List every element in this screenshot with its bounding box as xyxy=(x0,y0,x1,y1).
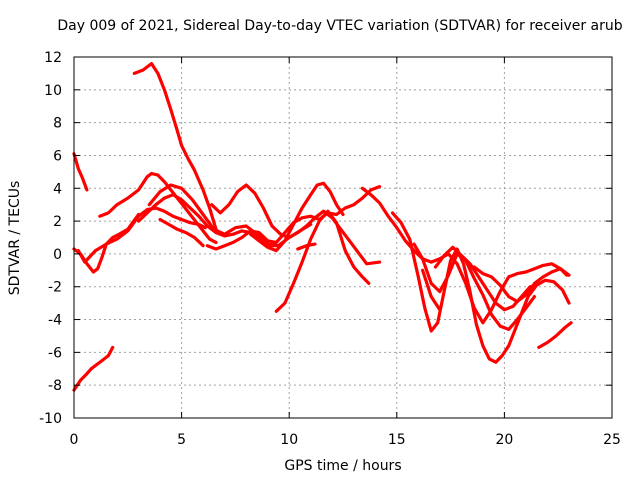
y-tick-label: -6 xyxy=(48,345,62,361)
series-line-s16 xyxy=(390,211,571,364)
y-tick-label: 0 xyxy=(53,247,62,263)
series-group xyxy=(72,61,573,392)
y-tick-label: 2 xyxy=(53,214,62,230)
x-axis-label: GPS time / hours xyxy=(284,458,401,474)
x-tick-label: 15 xyxy=(388,432,406,448)
x-tick-label: 10 xyxy=(280,432,298,448)
series-line-s4 xyxy=(76,206,207,264)
plot-frame xyxy=(73,56,613,419)
y-tick-label: -8 xyxy=(48,378,62,394)
series-line-s11 xyxy=(210,183,382,266)
series-line-s12 xyxy=(248,181,345,253)
y-tick-label: -4 xyxy=(48,313,62,329)
series-line-s6 xyxy=(132,61,218,231)
ticks: 0 5 10 15 20 25 -10 -8 -6 -4 -2 0 2 4 6 8 10 12 xyxy=(39,50,621,448)
y-tick-label: 4 xyxy=(53,181,62,197)
x-tick-label: 5 xyxy=(177,432,186,448)
series-line-s1 xyxy=(72,345,115,392)
series-line-s14 xyxy=(296,242,317,251)
series-line-s20 xyxy=(472,265,571,304)
series-line-s2 xyxy=(72,152,89,192)
series-line-s18 xyxy=(433,245,532,312)
y-tick-label: 8 xyxy=(53,116,62,132)
series-line-s21 xyxy=(537,321,573,349)
y-tick-label: -2 xyxy=(48,280,62,296)
series-line-s19 xyxy=(421,268,442,312)
x-tick-label: 25 xyxy=(603,432,621,448)
x-tick-label: 20 xyxy=(495,432,513,448)
series-line-s13 xyxy=(274,209,371,313)
chart-title: Day 009 of 2021, Sidereal Day-to-day VTE… xyxy=(57,18,622,34)
series-line-s15 xyxy=(360,186,569,325)
grid xyxy=(74,57,612,418)
y-tick-label: 12 xyxy=(44,50,62,66)
series-line-s17 xyxy=(412,242,537,331)
y-tick-label: 6 xyxy=(53,148,62,164)
series-line-s9 xyxy=(158,217,205,248)
series-line-s5 xyxy=(98,171,218,244)
x-tick-label: 0 xyxy=(70,432,79,448)
y-tick-label: 10 xyxy=(44,83,62,99)
y-axis-label: SDTVAR / TECUs xyxy=(7,181,23,296)
y-tick-label: -10 xyxy=(39,411,62,427)
